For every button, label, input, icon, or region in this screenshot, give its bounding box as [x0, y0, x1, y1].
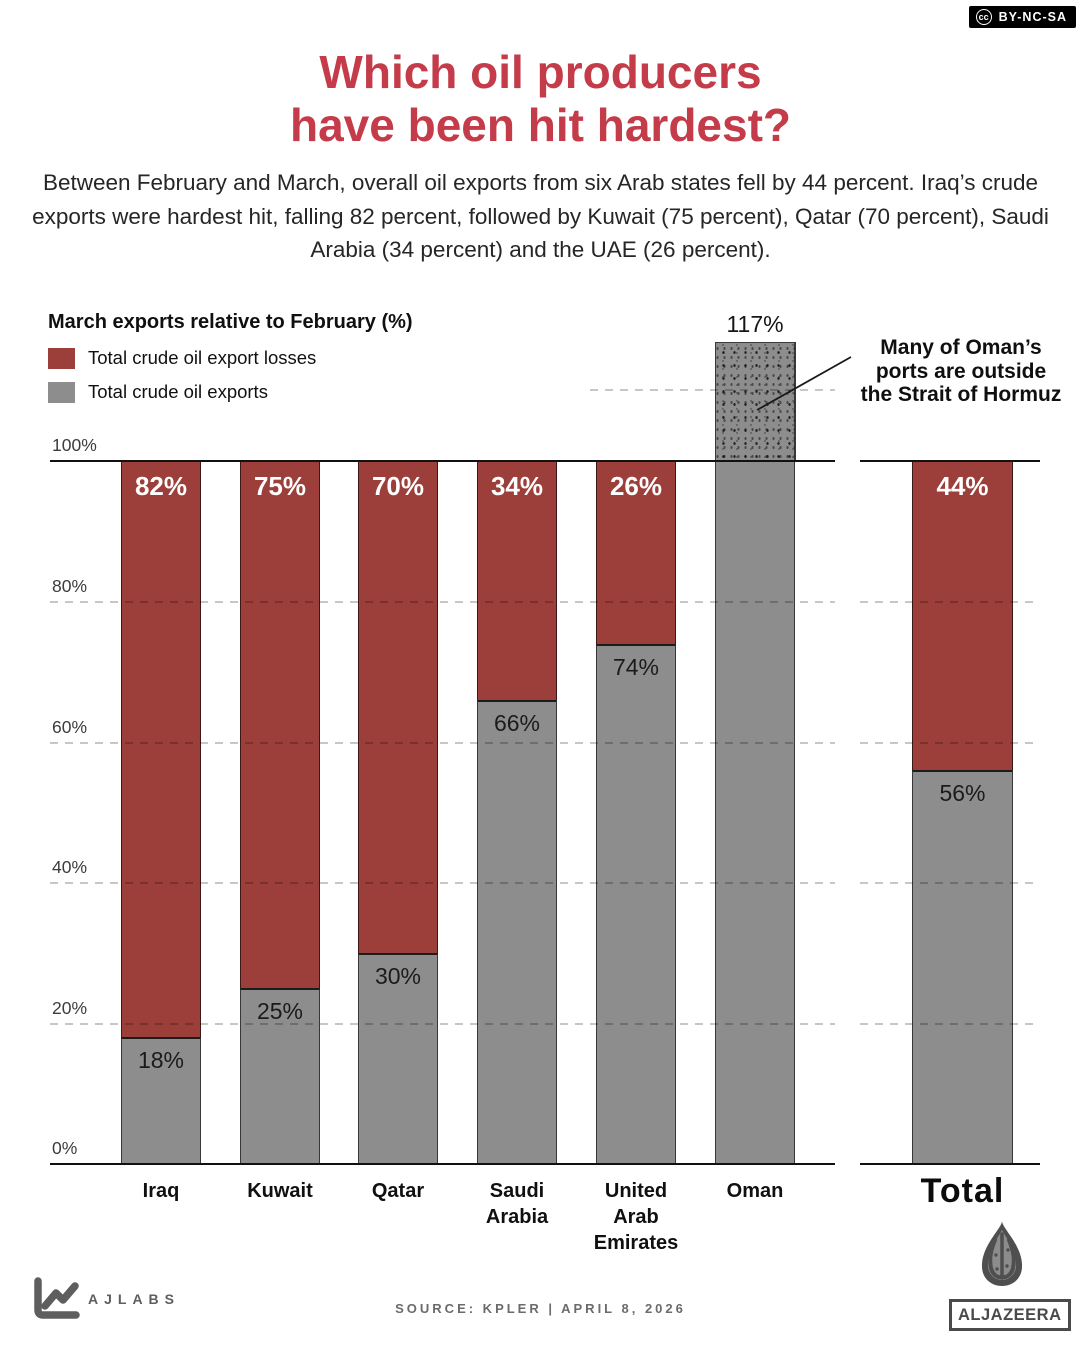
bar-segment-exports: 25%: [240, 988, 320, 1164]
legend-item-exports: Total crude oil exports: [48, 381, 413, 403]
category-label-saudi-arabia: Saudi Arabia: [485, 1180, 549, 1228]
legend-item-losses: Total crude oil export losses: [48, 347, 413, 369]
stacked-bar-chart: 100% 80% 60% 40% 20% 0% 82% 18% 75% 25% …: [0, 310, 1081, 1280]
y-tick-100: 100%: [52, 435, 97, 455]
exports-value-label: 18%: [137, 1047, 185, 1074]
loss-value-label: 70%: [371, 471, 425, 502]
bar-total: 44% 56%: [912, 461, 1013, 1164]
bar-segment-exports: 18%: [121, 1037, 201, 1164]
bar-segment-exports: 74%: [596, 643, 676, 1164]
category-label-kuwait: Kuwait: [247, 1180, 313, 1202]
bar-segment-exports: 66%: [477, 700, 557, 1164]
loss-value-label: 26%: [609, 471, 663, 502]
oman-above-100-speckle-texture: [714, 341, 796, 461]
category-label-oman: Oman: [726, 1180, 784, 1202]
y-tick-80: 80%: [52, 576, 88, 596]
bar-kuwait: 75% 25%: [240, 461, 320, 1164]
loss-value-label: 82%: [134, 471, 188, 502]
bar-oman: 117%: [714, 311, 796, 1164]
bar-segment-loss: 82%: [121, 461, 201, 1038]
bar-saudi-arabia: 34% 66%: [477, 461, 557, 1164]
axis-baseline: [50, 1163, 835, 1165]
bar-segment-exports: 30%: [358, 953, 438, 1164]
gridline-60: [860, 742, 1040, 744]
bar-iraq: 82% 18%: [121, 461, 201, 1164]
loss-value-label: 75%: [253, 471, 307, 501]
gridline-20: [50, 1023, 835, 1025]
category-label-qatar: Qatar: [371, 1180, 425, 1202]
ajlabs-wordmark: AJLABS: [88, 1291, 181, 1307]
axis-line-100: [50, 460, 835, 462]
exports-value-label: 74%: [612, 653, 660, 680]
oman-annotation-text: Many of Oman’s ports are outside the Str…: [860, 336, 1062, 406]
bar-uae: 26% 74%: [596, 461, 676, 1164]
legend-label-losses: Total crude oil export losses: [88, 347, 317, 368]
aljazeera-flame-icon: [981, 1221, 1023, 1286]
bar-segment-loss: 75%: [240, 461, 320, 989]
exports-value-label: 66%: [493, 710, 541, 737]
loss-value-label: 44%: [936, 471, 989, 502]
ajlabs-logo: AJLABS: [30, 1276, 180, 1322]
chart-legend: March exports relative to February (%) T…: [48, 311, 413, 415]
gridline-110-partial: [590, 389, 835, 391]
total-plot: 44% 56% Total: [860, 320, 1040, 1210]
y-tick-0: 0%: [52, 1138, 78, 1158]
page-subtitle: Between February and March, overall oil …: [32, 170, 1049, 262]
ajlabs-chart-icon: [34, 1277, 80, 1319]
page-title-line1: Which oil producers: [319, 46, 762, 98]
y-tick-20: 20%: [52, 998, 88, 1018]
aljazeera-logo: ALJAZEERA: [949, 1220, 1071, 1331]
legend-swatch-exports: [48, 381, 75, 403]
y-tick-60: 60%: [52, 717, 88, 737]
bar-segment-exports: 56%: [912, 770, 1013, 1164]
page-title: Which oil producers have been hit hardes…: [0, 46, 1081, 152]
cc-icon: cc: [975, 9, 992, 25]
loss-value-label: 34%: [490, 471, 544, 502]
bar-segment-loss: 44%: [912, 461, 1013, 771]
bar-qatar: 70% 30%: [358, 461, 438, 1164]
cc-license-label: BY-NC-SA: [998, 10, 1067, 24]
exports-value-label: 25%: [256, 998, 304, 1025]
bar-segment-loss: 70%: [358, 461, 438, 954]
cc-license-badge: cc BY-NC-SA: [968, 6, 1076, 28]
aljazeera-wordmark: ALJAZEERA: [949, 1299, 1071, 1331]
bar-segment-loss: 34%: [477, 461, 557, 701]
main-plot: 100% 80% 60% 40% 20% 0% 82% 18% 75% 25% …: [50, 311, 835, 1254]
exports-value-label: 30%: [374, 963, 422, 990]
exports-value-label: 56%: [939, 780, 986, 807]
chart-axis-title: March exports relative to February (%): [48, 311, 413, 333]
axis-line-100: [860, 460, 1040, 462]
source-line: SOURCE: KPLER | APRIL 8, 2026: [395, 1301, 686, 1316]
category-label-total: Total: [920, 1172, 1005, 1210]
page-title-line2: have been hit hardest?: [289, 99, 791, 151]
gridline-20: [860, 1023, 1040, 1025]
bar-segment-exports: 117%: [714, 311, 796, 1164]
category-label-uae: United Arab Emirates: [593, 1180, 679, 1254]
legend-swatch-losses: [48, 347, 75, 369]
gridline-80: [50, 601, 835, 603]
legend-label-exports: Total crude oil exports: [88, 381, 268, 402]
bar-segment-loss: 26%: [596, 461, 676, 644]
exports-value-label: 117%: [726, 310, 784, 337]
y-tick-40: 40%: [52, 857, 88, 877]
gridline-80: [860, 601, 1040, 603]
gridline-40: [860, 882, 1040, 884]
gridline-40: [50, 882, 835, 884]
axis-baseline: [860, 1163, 1040, 1165]
gridline-60: [50, 742, 835, 744]
category-label-iraq: Iraq: [142, 1180, 180, 1202]
